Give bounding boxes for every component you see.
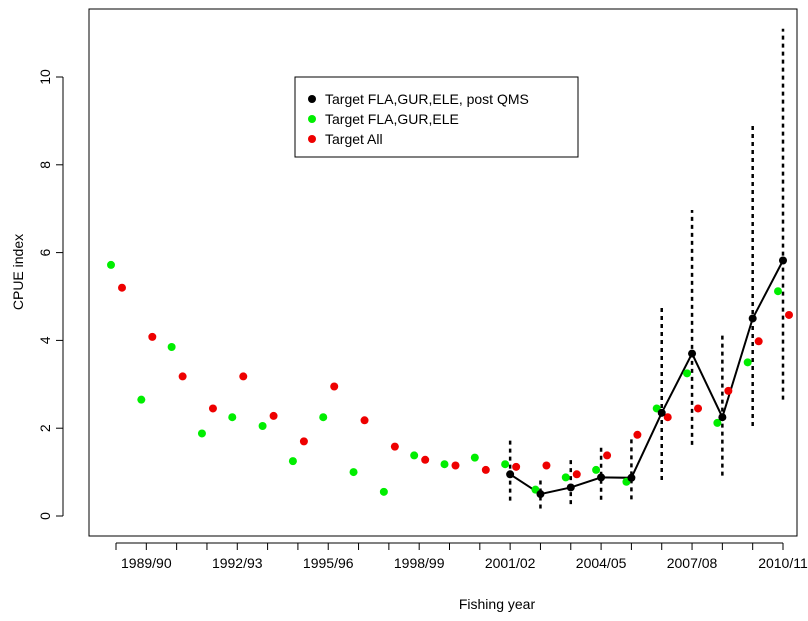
point-target-fla-gur-ele — [470, 453, 479, 462]
point-target-fla-gur-ele — [713, 418, 722, 427]
x-tick-label: 2010/11 — [758, 555, 808, 571]
series-line-post-qms — [509, 260, 784, 496]
point-target-fla-gur-ele — [410, 451, 419, 460]
point-post-qms — [536, 490, 545, 499]
point-target-fla-gur-ele — [288, 457, 297, 466]
point-target-all — [542, 461, 551, 470]
point-target-fla-gur-ele — [107, 260, 115, 269]
point-target-fla-gur-ele — [683, 369, 692, 378]
x-axis-title: Fishing year — [459, 596, 536, 612]
point-target-all — [603, 451, 612, 460]
y-tick-label: 0 — [37, 512, 53, 520]
point-target-all — [694, 404, 703, 413]
point-target-all — [118, 283, 126, 292]
x-tick-label: 1989/90 — [121, 555, 172, 571]
point-target-fla-gur-ele — [592, 465, 601, 474]
confidence-intervals — [508, 28, 785, 509]
x-tick-label: 2001/02 — [485, 555, 536, 571]
legend-marker-post-qms — [308, 95, 316, 103]
point-post-qms — [506, 470, 515, 479]
point-post-qms — [627, 473, 636, 482]
point-target-fla-gur-ele — [228, 413, 237, 422]
point-post-qms — [718, 413, 727, 422]
point-target-fla-gur-ele — [167, 342, 176, 351]
legend-label: Target FLA,GUR,ELE, post QMS — [325, 91, 529, 107]
point-target-all — [239, 372, 248, 381]
x-tick-label: 1992/93 — [212, 555, 263, 571]
point-target-fla-gur-ele — [440, 460, 449, 469]
x-tick-label: 1995/96 — [303, 555, 354, 571]
legend-marker-fla-gur-ele — [308, 115, 316, 123]
data-points — [107, 256, 793, 499]
x-tick-label: 1998/99 — [394, 555, 445, 571]
legend-marker-all — [308, 135, 316, 143]
point-target-all — [421, 455, 430, 464]
point-post-qms — [688, 349, 697, 358]
y-tick-label: 2 — [37, 424, 53, 432]
point-target-all — [724, 386, 733, 395]
point-target-all — [572, 470, 581, 479]
point-target-all — [512, 462, 521, 471]
point-target-all — [360, 416, 369, 425]
point-post-qms — [779, 256, 787, 265]
point-target-fla-gur-ele — [197, 429, 206, 438]
point-target-fla-gur-ele — [501, 460, 510, 469]
point-target-all — [481, 465, 490, 474]
point-target-fla-gur-ele — [349, 468, 358, 477]
point-target-fla-gur-ele — [743, 358, 752, 367]
point-target-all — [178, 372, 187, 381]
point-target-all — [785, 310, 793, 319]
x-tick-label: 2004/05 — [576, 555, 627, 571]
point-post-qms — [597, 473, 606, 482]
legend-box — [294, 76, 579, 158]
point-target-all — [754, 337, 763, 346]
y-axis: 0 2 4 6 8 10 — [37, 69, 64, 520]
legend-label: Target All — [325, 131, 383, 147]
point-target-all — [148, 332, 157, 341]
legend: Target FLA,GUR,ELE, post QMS Target FLA,G… — [294, 76, 579, 158]
point-target-fla-gur-ele — [379, 487, 388, 496]
point-target-fla-gur-ele — [319, 413, 328, 422]
plot-frame — [88, 8, 798, 537]
point-target-fla-gur-ele — [774, 287, 782, 296]
y-tick-label: 10 — [37, 69, 53, 85]
x-tick-label: 2007/08 — [667, 555, 718, 571]
y-tick-label: 6 — [37, 248, 53, 256]
legend-label: Target FLA,GUR,ELE — [325, 111, 459, 127]
point-target-all — [330, 382, 339, 391]
point-post-qms — [566, 483, 575, 492]
y-tick-label: 4 — [37, 336, 53, 344]
point-post-qms — [657, 408, 666, 417]
x-axis: 1989/90 1992/93 1995/96 1998/99 2001/02 2004/… — [115, 542, 808, 571]
post-qms-line — [509, 260, 784, 496]
point-target-fla-gur-ele — [561, 473, 570, 482]
y-axis-title: CPUE index — [10, 234, 26, 310]
point-target-all — [451, 461, 460, 470]
point-target-fla-gur-ele — [137, 395, 146, 404]
point-target-all — [299, 437, 308, 446]
point-target-all — [633, 430, 642, 439]
point-target-all — [269, 411, 278, 420]
point-post-qms — [748, 314, 757, 323]
point-target-fla-gur-ele — [258, 422, 267, 431]
y-tick-label: 8 — [37, 161, 53, 169]
point-target-all — [390, 442, 399, 451]
point-target-all — [208, 404, 217, 413]
point-target-all — [663, 413, 672, 422]
